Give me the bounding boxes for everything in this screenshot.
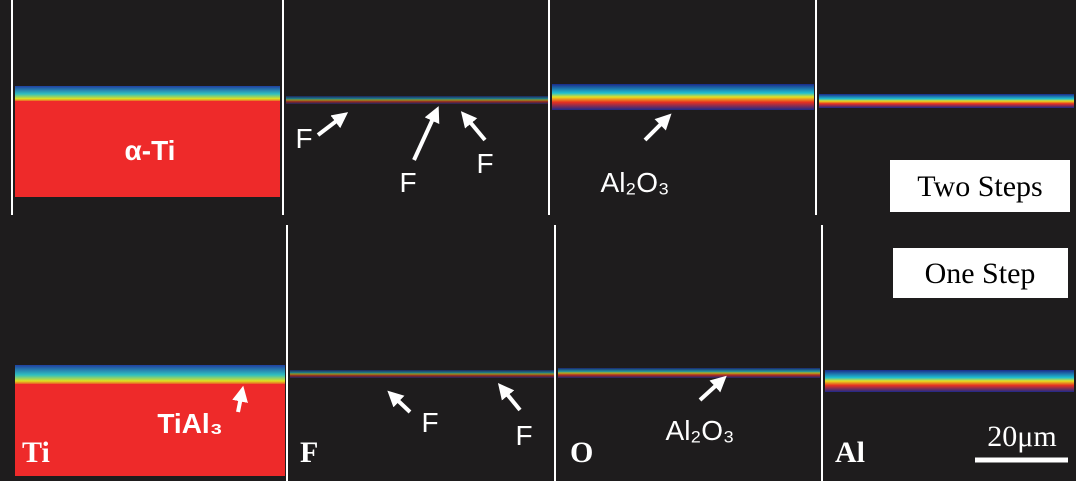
ti-interface [15,365,285,385]
ti-interface [15,86,280,102]
al-band [819,94,1074,108]
al-band [825,370,1074,392]
annotation: F [515,420,532,451]
label-box [893,248,1068,298]
annotation: Al₂O₃ [666,415,735,446]
annotation: Al₂O₃ [601,167,670,198]
annotation: α-Ti [125,135,176,166]
ti-substrate [15,384,285,476]
scale-label: 20μm [987,420,1056,453]
element-label: F [300,436,318,469]
annotation: F [476,148,493,179]
panel-dividers [11,0,823,481]
element-label: Ti [22,436,50,469]
row-label: Two Steps [917,170,1042,203]
o-band [558,368,820,378]
element-label: Al [835,436,865,469]
f-line [290,370,554,378]
label-box [890,160,1070,212]
annotation: F [421,407,438,438]
f-line [286,96,548,104]
row-label: One Step [925,257,1036,290]
ti-substrate [15,101,280,197]
element-label: O [570,436,593,469]
annotation: F [295,123,312,154]
annotation: TiAl₃ [157,408,222,439]
annotation: F [399,167,416,198]
o-band [552,84,814,110]
